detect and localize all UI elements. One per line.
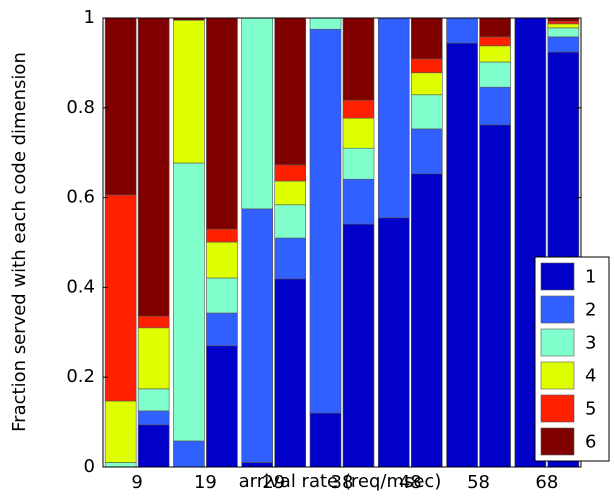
legend-swatch	[540, 427, 575, 456]
bar-segment	[274, 204, 307, 239]
bar-segment	[479, 124, 511, 468]
bar-segment	[241, 208, 274, 463]
legend-label: 2	[585, 300, 596, 321]
legend-label: 5	[585, 399, 596, 420]
x-tick-label: 9	[131, 472, 142, 493]
bar-segment	[274, 164, 307, 182]
y-axis-label: Fraction served with each code dimension	[9, 52, 30, 432]
bar-segment	[479, 61, 511, 88]
bar-segment	[274, 180, 307, 206]
legend-box	[534, 256, 610, 462]
bar-segment	[446, 17, 478, 44]
bar-segment	[547, 27, 580, 38]
bar-segment	[410, 94, 443, 130]
x-tick-label: 48	[399, 472, 422, 493]
x-tick-label: 19	[194, 472, 217, 493]
legend-swatch	[540, 328, 575, 357]
bar-segment	[479, 86, 511, 126]
bar-segment	[173, 19, 205, 164]
bar-segment	[547, 20, 580, 25]
bar-segment	[104, 194, 137, 402]
bar-segment	[104, 400, 137, 463]
legend-label: 3	[585, 333, 596, 354]
bar-segment	[410, 173, 443, 468]
y-tick-label: 1	[84, 7, 95, 28]
bar-segment	[137, 315, 170, 329]
x-tick-label: 68	[535, 472, 558, 493]
legend-label: 4	[585, 366, 596, 387]
bar-segment	[137, 410, 170, 426]
bar-segment	[206, 345, 238, 468]
bar-segment	[137, 327, 170, 390]
bar-segment	[137, 17, 170, 317]
legend-swatch	[540, 361, 575, 390]
bar-segment	[206, 241, 238, 279]
legend-swatch	[540, 262, 575, 291]
bar-segment	[479, 45, 511, 63]
bar-segment	[173, 162, 205, 442]
bar-segment	[479, 36, 511, 47]
bar-segment	[342, 99, 375, 119]
plot-frame	[102, 17, 582, 468]
bar-segment	[309, 28, 342, 414]
y-tick-label: 0.6	[66, 187, 95, 208]
bar-segment	[342, 147, 375, 180]
bar-segment	[241, 462, 274, 468]
bar-segment	[137, 388, 170, 412]
bar-segment	[410, 128, 443, 175]
bar-segment	[446, 42, 478, 468]
x-tick-label: 29	[262, 472, 285, 493]
bar-segment	[241, 17, 274, 210]
legend-label: 6	[585, 432, 596, 453]
bar-segment	[309, 17, 342, 30]
bar-segment	[342, 223, 375, 468]
bar-segment	[309, 412, 342, 468]
bar-segment	[410, 72, 443, 96]
bar-segment	[342, 117, 375, 149]
bar-segment	[547, 36, 580, 53]
bar-segment	[206, 17, 238, 230]
bar-segment	[377, 17, 410, 219]
legend-label: 1	[585, 267, 596, 288]
bar-segment	[104, 462, 137, 468]
bar-segment	[547, 23, 580, 29]
legend: 1 2 3 4 5 6	[534, 256, 610, 462]
y-tick-label: 0.2	[66, 366, 95, 387]
legend-swatch	[540, 295, 575, 324]
y-tick-label: 0.8	[66, 97, 95, 118]
bar-segment	[137, 424, 170, 468]
legend-swatch	[540, 394, 575, 423]
bar-segment	[342, 178, 375, 225]
bar-segment	[377, 217, 410, 468]
bar-segment	[274, 278, 307, 468]
bar-segment	[479, 17, 511, 38]
bar-segment	[173, 440, 205, 468]
y-tick-label: 0.4	[66, 276, 95, 297]
bar-segment	[274, 237, 307, 280]
bar-segment	[206, 312, 238, 347]
bar-segment	[410, 17, 443, 60]
bar-segment	[410, 58, 443, 74]
x-axis-label: arrival rate (req/msec)	[239, 471, 442, 492]
bar-segment	[206, 277, 238, 314]
bar-segment	[104, 17, 137, 196]
y-tick-label: 0	[84, 456, 95, 477]
bar-segment	[206, 228, 238, 243]
bar-segment	[342, 17, 375, 101]
x-tick-label: 38	[331, 472, 354, 493]
bar-segment	[274, 17, 307, 166]
x-tick-label: 58	[467, 472, 490, 493]
